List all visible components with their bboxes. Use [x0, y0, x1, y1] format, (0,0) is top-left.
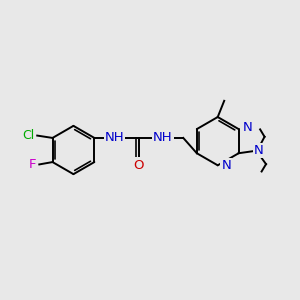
Text: N: N: [254, 144, 263, 158]
Text: NH: NH: [105, 131, 124, 144]
Text: F: F: [29, 158, 36, 171]
Text: NH: NH: [153, 131, 172, 144]
Text: N: N: [243, 122, 253, 134]
Text: Cl: Cl: [22, 129, 34, 142]
Text: O: O: [133, 158, 144, 172]
Text: N: N: [221, 159, 231, 172]
